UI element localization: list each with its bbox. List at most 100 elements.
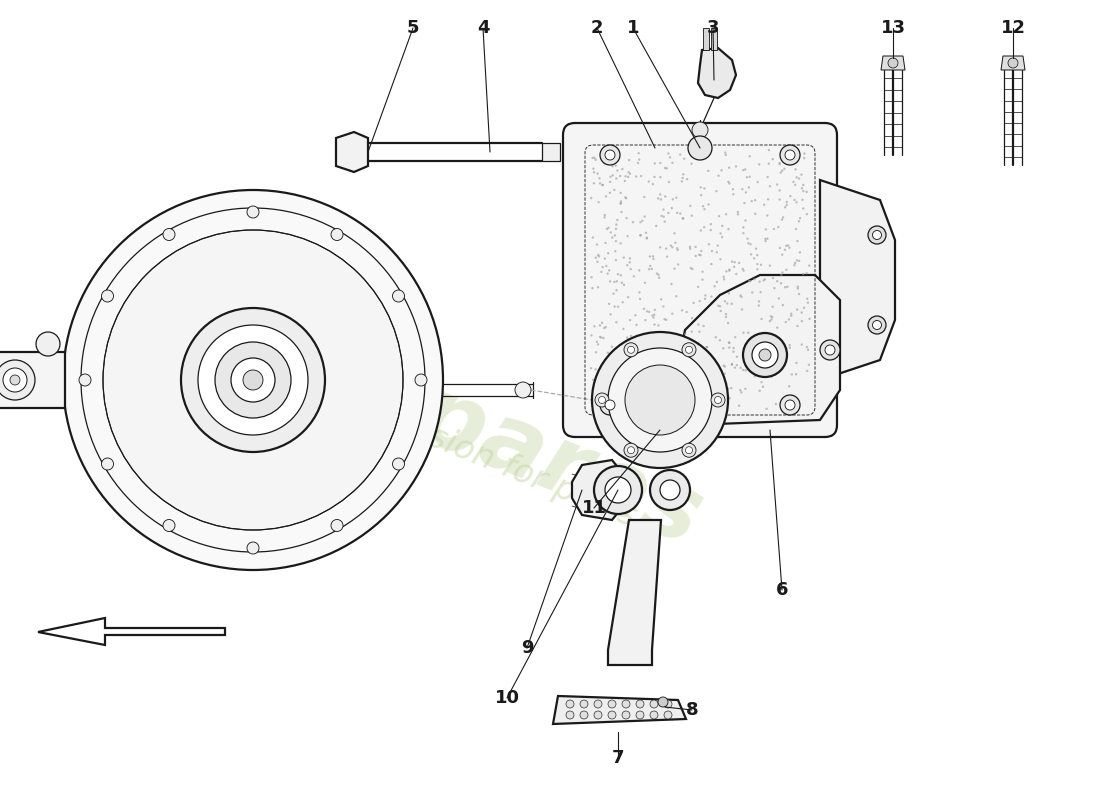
Circle shape: [750, 353, 752, 355]
Circle shape: [691, 268, 694, 270]
Circle shape: [682, 177, 684, 179]
Circle shape: [780, 282, 782, 285]
Circle shape: [707, 243, 711, 246]
Circle shape: [781, 401, 783, 403]
Circle shape: [779, 162, 781, 164]
Text: a passion for parts: a passion for parts: [340, 386, 640, 534]
Circle shape: [707, 203, 710, 206]
Circle shape: [640, 402, 642, 405]
Circle shape: [726, 302, 728, 305]
Circle shape: [788, 318, 790, 321]
Circle shape: [608, 358, 611, 360]
Circle shape: [739, 294, 741, 297]
Circle shape: [621, 711, 630, 719]
Circle shape: [727, 322, 729, 324]
Circle shape: [785, 400, 795, 410]
Circle shape: [790, 314, 792, 317]
Circle shape: [808, 318, 811, 320]
Circle shape: [735, 166, 737, 168]
Circle shape: [592, 167, 595, 170]
Circle shape: [794, 184, 796, 186]
Circle shape: [650, 700, 658, 708]
Circle shape: [663, 318, 666, 321]
Circle shape: [676, 263, 680, 266]
Circle shape: [770, 315, 772, 318]
Circle shape: [657, 324, 660, 326]
Circle shape: [613, 390, 615, 392]
Circle shape: [617, 306, 619, 308]
Circle shape: [758, 353, 760, 355]
Circle shape: [727, 387, 729, 390]
Circle shape: [624, 342, 638, 357]
Circle shape: [580, 711, 588, 719]
Circle shape: [666, 255, 669, 258]
Circle shape: [740, 391, 743, 394]
Circle shape: [738, 262, 740, 264]
Circle shape: [604, 216, 606, 218]
Circle shape: [674, 338, 676, 341]
Circle shape: [598, 402, 601, 404]
Circle shape: [776, 345, 778, 347]
Text: 13: 13: [880, 19, 905, 37]
Circle shape: [590, 367, 592, 370]
Circle shape: [659, 246, 661, 249]
Circle shape: [615, 259, 617, 262]
Circle shape: [644, 196, 646, 198]
Circle shape: [703, 325, 705, 327]
Circle shape: [793, 264, 795, 266]
Circle shape: [715, 336, 717, 338]
Circle shape: [691, 330, 693, 333]
Circle shape: [679, 212, 682, 214]
Circle shape: [597, 254, 600, 256]
Circle shape: [790, 313, 792, 315]
Circle shape: [702, 205, 704, 207]
Circle shape: [627, 338, 629, 341]
Text: 6: 6: [776, 581, 789, 599]
Text: Eurospares: Eurospares: [125, 255, 714, 565]
Circle shape: [780, 403, 782, 406]
Circle shape: [605, 477, 631, 503]
Circle shape: [747, 242, 749, 245]
Circle shape: [756, 263, 759, 266]
Circle shape: [781, 254, 783, 256]
Circle shape: [623, 368, 626, 370]
Circle shape: [621, 168, 624, 170]
Circle shape: [596, 341, 598, 343]
Circle shape: [779, 190, 781, 192]
Text: 1: 1: [627, 19, 639, 37]
Circle shape: [779, 246, 781, 249]
Circle shape: [617, 370, 619, 372]
Circle shape: [728, 346, 730, 349]
Circle shape: [748, 175, 751, 178]
Circle shape: [807, 349, 810, 351]
Circle shape: [628, 159, 630, 162]
Circle shape: [764, 240, 767, 242]
Circle shape: [730, 302, 733, 305]
Circle shape: [602, 378, 604, 380]
Circle shape: [0, 360, 35, 400]
Circle shape: [248, 542, 258, 554]
Circle shape: [614, 306, 616, 308]
Circle shape: [784, 160, 786, 162]
Circle shape: [772, 354, 774, 356]
Circle shape: [737, 213, 739, 215]
Circle shape: [704, 298, 706, 300]
Circle shape: [595, 393, 609, 407]
Circle shape: [715, 190, 717, 192]
Circle shape: [639, 234, 642, 237]
Circle shape: [626, 264, 628, 266]
Circle shape: [710, 229, 712, 231]
Circle shape: [747, 331, 749, 334]
Circle shape: [566, 711, 574, 719]
Circle shape: [715, 397, 722, 403]
Circle shape: [612, 165, 614, 167]
Polygon shape: [0, 352, 65, 408]
Circle shape: [671, 342, 673, 344]
Circle shape: [691, 162, 693, 165]
Circle shape: [640, 175, 642, 178]
Circle shape: [592, 378, 594, 381]
Circle shape: [801, 187, 803, 190]
Circle shape: [662, 215, 664, 218]
Circle shape: [648, 310, 650, 313]
Circle shape: [803, 306, 805, 309]
